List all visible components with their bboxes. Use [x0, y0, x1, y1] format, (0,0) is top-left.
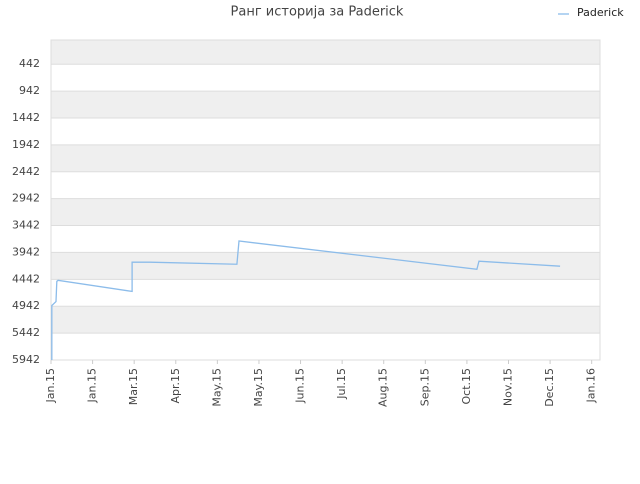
band [51, 306, 600, 334]
x-tick-label: Jan.16 [585, 368, 598, 403]
band [51, 117, 600, 145]
y-tick-label: 4942 [12, 299, 40, 312]
line [51, 240, 561, 360]
y-tick-label: 3442 [12, 219, 40, 232]
legend-label: Paderick [577, 6, 624, 19]
band [51, 171, 600, 199]
x-tick-label: Jun.15 [294, 368, 307, 404]
x-tick-label: Sep.15 [418, 368, 431, 406]
band [51, 252, 600, 280]
x-tick-label: May.15 [252, 368, 265, 407]
band [51, 144, 600, 172]
band [51, 279, 600, 307]
y-tick-label: 3942 [12, 245, 40, 258]
x-tick-label: Nov.15 [502, 368, 515, 406]
band [51, 198, 600, 226]
x-tick-label: Mar.15 [127, 368, 140, 405]
band [51, 333, 600, 360]
band [51, 64, 600, 92]
band [51, 40, 600, 65]
x-tick-label: May.15 [210, 368, 223, 407]
y-tick-label: 2442 [12, 165, 40, 178]
band [51, 225, 600, 253]
band [51, 91, 600, 118]
x-tick-label: Jan.15 [44, 368, 57, 403]
y-tick-label: 1942 [12, 138, 40, 151]
y-tick-label: 5942 [12, 353, 40, 366]
y-tick-label: 442 [19, 57, 40, 70]
y-tick-label: 5442 [12, 326, 40, 339]
y-tick-label: 1442 [12, 111, 40, 124]
chart-title: Ранг историја за Paderick [231, 5, 404, 20]
x-tick-label: Dec.15 [543, 368, 556, 407]
x-tick-label: Oct.15 [460, 368, 473, 405]
x-tick-label: Apr.15 [169, 368, 182, 404]
x-tick-label: Aug.15 [377, 368, 390, 407]
y-tick-label: 2942 [12, 192, 40, 205]
x-tick-label: Jan.15 [86, 368, 99, 403]
y-tick-label: 4442 [12, 272, 40, 285]
y-tick-label: 942 [19, 84, 40, 97]
x-tick-label: Jul.15 [335, 368, 348, 400]
